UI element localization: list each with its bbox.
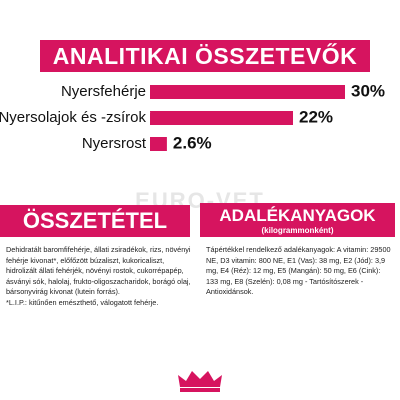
title: ANALITIKAI ÖSSZETEVŐK xyxy=(52,42,358,69)
additives-text: Tápértékkel rendelkező adalékanyagok: A … xyxy=(206,245,394,298)
logo-crown xyxy=(178,371,222,387)
bar xyxy=(150,111,293,125)
value-label: 2.6% xyxy=(173,133,212,152)
composition-note: *L.I.P.: kitűnően emészthető, válogatott… xyxy=(6,297,159,307)
bar-label: Nyersfehérje xyxy=(61,83,146,100)
bar xyxy=(150,85,345,99)
composition-title: ÖSSZETÉTEL xyxy=(22,208,168,233)
additives-body: Tápértékkel rendelkező adalékanyagok: A … xyxy=(206,245,391,297)
composition-text: Dehidratált baromfifehérje, állati zsira… xyxy=(6,245,192,309)
composition-body: Dehidratált baromfifehérje, állati zsira… xyxy=(6,245,191,297)
additives-banner: ADALÉKANYAGOK (kilogrammonként) xyxy=(200,203,395,237)
bar-label: Nyersrost xyxy=(82,135,147,152)
title-banner: ANALITIKAI ÖSSZETEVŐK xyxy=(40,40,370,72)
additives-title: ADALÉKANYAGOK xyxy=(219,205,376,225)
bar-label: Nyersolajok és -zsírok xyxy=(0,109,146,126)
composition-banner: ÖSSZETÉTEL xyxy=(0,205,190,237)
logo xyxy=(178,371,222,392)
value-label: 22% xyxy=(299,107,333,126)
additives-subtitle: (kilogrammonként) xyxy=(261,225,334,235)
analytics-chart: Nyersfehérje 30% Nyersolajok és -zsírok 22%… xyxy=(0,81,385,154)
logo-base xyxy=(180,388,220,392)
value-label: 30% xyxy=(351,81,385,100)
bar xyxy=(150,137,167,151)
